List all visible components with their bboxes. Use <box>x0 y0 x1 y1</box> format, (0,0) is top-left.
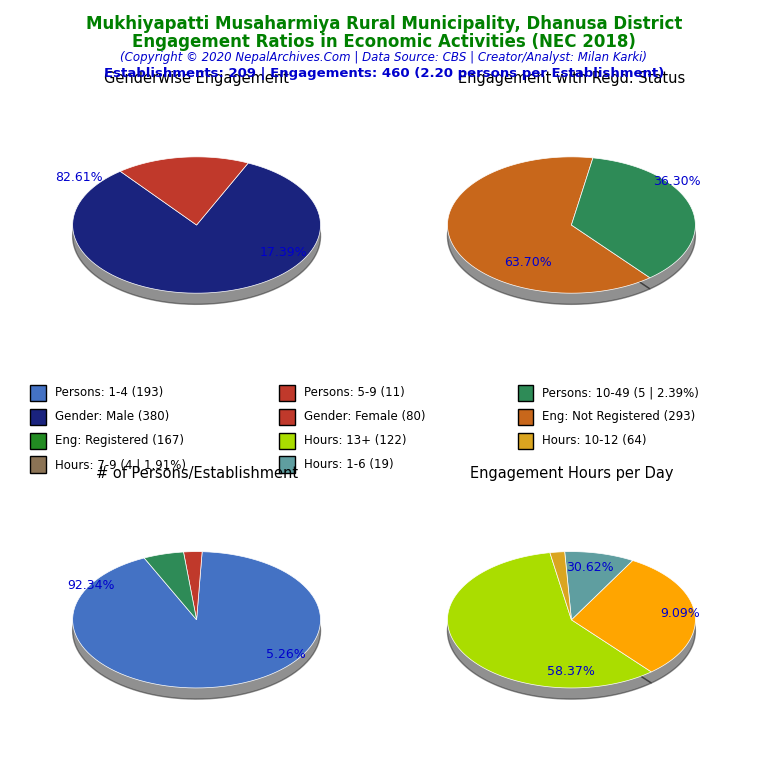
FancyBboxPatch shape <box>280 385 295 401</box>
Text: 58.37%: 58.37% <box>548 665 595 678</box>
Text: Eng: Not Registered (293): Eng: Not Registered (293) <box>542 410 695 423</box>
FancyBboxPatch shape <box>30 432 46 449</box>
Text: Persons: 1-4 (193): Persons: 1-4 (193) <box>55 386 163 399</box>
Title: Genderwise Engagement: Genderwise Engagement <box>104 71 289 86</box>
Polygon shape <box>550 551 571 620</box>
Polygon shape <box>144 563 197 631</box>
Text: Gender: Male (380): Gender: Male (380) <box>55 410 169 423</box>
Text: Hours: 1-6 (19): Hours: 1-6 (19) <box>304 458 393 472</box>
Polygon shape <box>73 174 320 304</box>
Text: 82.61%: 82.61% <box>55 171 103 184</box>
Polygon shape <box>184 551 202 620</box>
Polygon shape <box>571 561 695 672</box>
Polygon shape <box>571 158 695 278</box>
Text: Hours: 10-12 (64): Hours: 10-12 (64) <box>542 434 647 447</box>
Text: Engagement Ratios in Economic Activities (NEC 2018): Engagement Ratios in Economic Activities… <box>132 33 636 51</box>
FancyBboxPatch shape <box>280 409 295 425</box>
Text: Mukhiyapatti Musaharmiya Rural Municipality, Dhanusa District: Mukhiyapatti Musaharmiya Rural Municipal… <box>86 15 682 33</box>
Polygon shape <box>571 169 695 289</box>
FancyBboxPatch shape <box>518 432 534 449</box>
Text: 92.34%: 92.34% <box>68 578 115 591</box>
Text: 9.09%: 9.09% <box>660 607 700 620</box>
FancyBboxPatch shape <box>518 385 534 401</box>
Text: Gender: Female (80): Gender: Female (80) <box>304 410 425 423</box>
Text: (Copyright © 2020 NepalArchives.Com | Data Source: CBS | Creator/Analyst: Milan : (Copyright © 2020 NepalArchives.Com | Da… <box>121 51 647 64</box>
Title: Engagement Hours per Day: Engagement Hours per Day <box>470 466 674 481</box>
Text: 30.62%: 30.62% <box>566 561 614 574</box>
Polygon shape <box>564 551 633 620</box>
Text: Hours: 13+ (122): Hours: 13+ (122) <box>304 434 406 447</box>
Polygon shape <box>550 563 571 631</box>
Polygon shape <box>448 564 651 699</box>
Polygon shape <box>571 571 695 683</box>
FancyBboxPatch shape <box>30 409 46 425</box>
Text: Persons: 10-49 (5 | 2.39%): Persons: 10-49 (5 | 2.39%) <box>542 386 699 399</box>
FancyBboxPatch shape <box>30 456 46 473</box>
FancyBboxPatch shape <box>280 432 295 449</box>
Polygon shape <box>564 563 633 631</box>
Polygon shape <box>73 551 320 688</box>
Polygon shape <box>448 157 650 293</box>
Polygon shape <box>448 553 651 688</box>
Text: 5.26%: 5.26% <box>266 648 306 661</box>
Title: # of Persons/Establishment: # of Persons/Establishment <box>95 466 298 481</box>
Text: 63.70%: 63.70% <box>504 256 552 269</box>
Text: Hours: 7-9 (4 | 1.91%): Hours: 7-9 (4 | 1.91%) <box>55 458 186 472</box>
Polygon shape <box>144 552 197 620</box>
Title: Engagement with Regd. Status: Engagement with Regd. Status <box>458 71 685 86</box>
Text: 36.30%: 36.30% <box>653 175 700 188</box>
Polygon shape <box>448 168 650 304</box>
Text: 17.39%: 17.39% <box>260 246 307 259</box>
Polygon shape <box>184 563 202 631</box>
Text: Establishments: 209 | Engagements: 460 (2.20 persons per Establishment): Establishments: 209 | Engagements: 460 (… <box>104 67 664 80</box>
Polygon shape <box>73 163 320 293</box>
Polygon shape <box>73 563 320 699</box>
FancyBboxPatch shape <box>280 456 295 473</box>
FancyBboxPatch shape <box>518 409 534 425</box>
FancyBboxPatch shape <box>30 385 46 401</box>
Polygon shape <box>121 168 248 237</box>
Polygon shape <box>121 157 248 225</box>
Text: Eng: Registered (167): Eng: Registered (167) <box>55 434 184 447</box>
Text: Persons: 5-9 (11): Persons: 5-9 (11) <box>304 386 405 399</box>
